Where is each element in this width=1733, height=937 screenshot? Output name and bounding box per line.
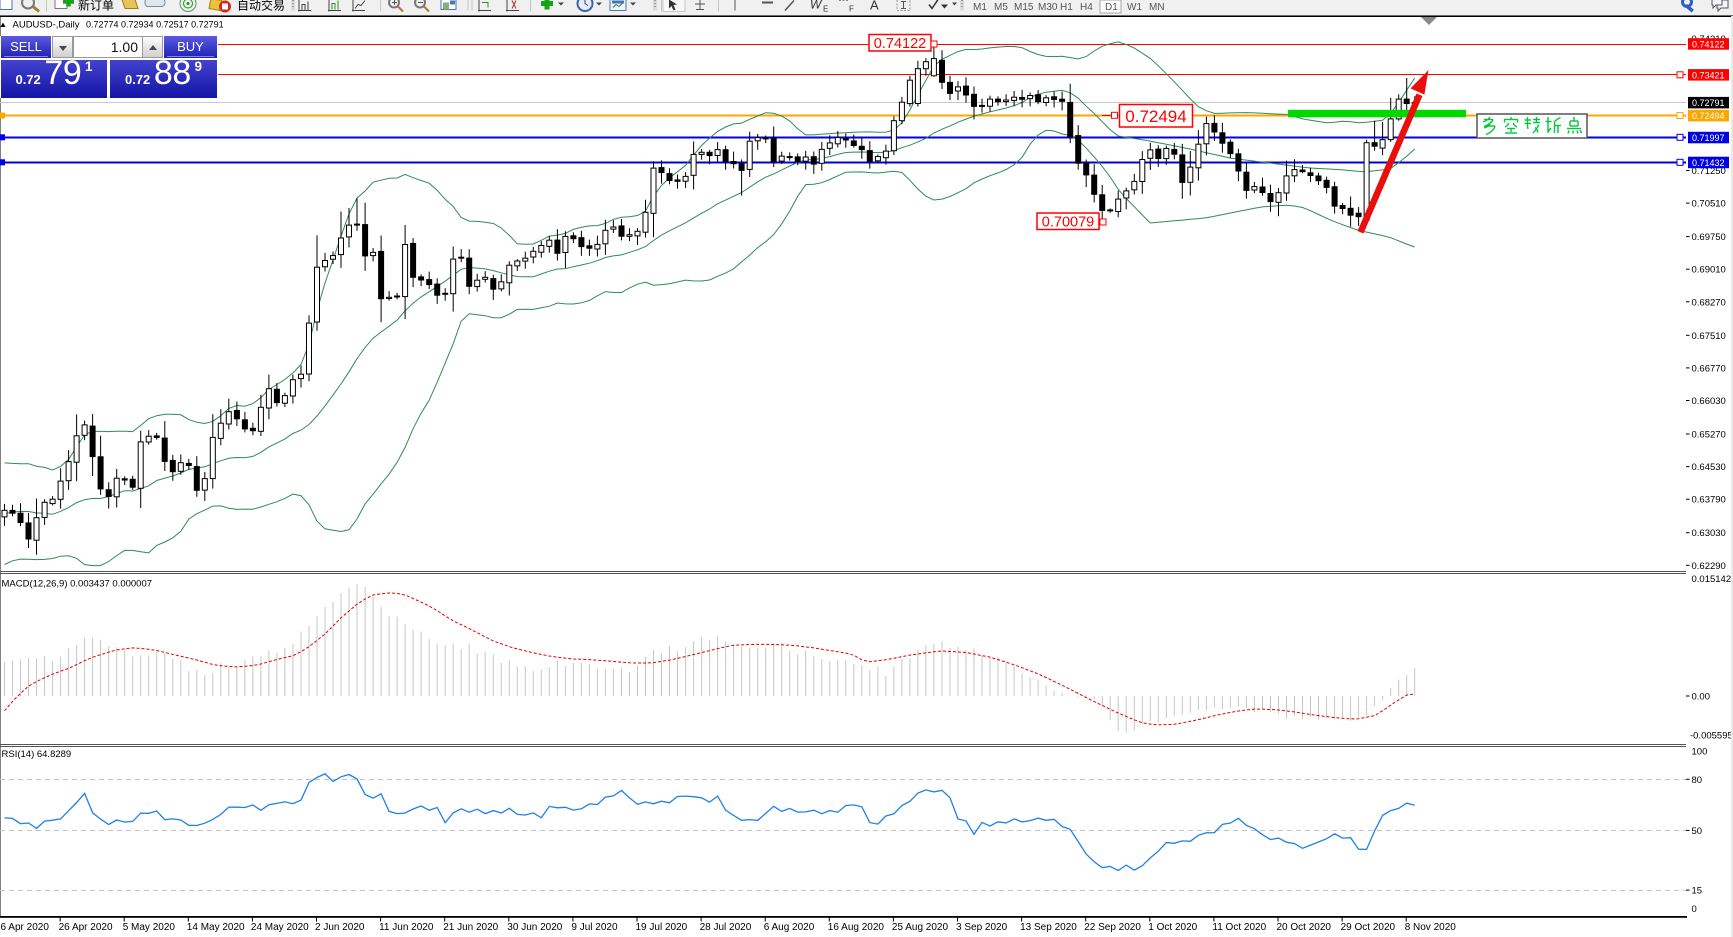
svg-text:M30: M30 (1038, 2, 1058, 13)
svg-text:50: 50 (1692, 826, 1703, 837)
svg-text:0.70079: 0.70079 (1042, 214, 1094, 230)
svg-text:0.00: 0.00 (1692, 692, 1711, 703)
svg-text:6 Apr 2020: 6 Apr 2020 (1, 922, 50, 933)
svg-text:0.68270: 0.68270 (1692, 297, 1726, 308)
svg-text:21 Jun 2020: 21 Jun 2020 (443, 922, 498, 933)
svg-text:H4: H4 (1080, 2, 1093, 13)
svg-text:11 Jun 2020: 11 Jun 2020 (379, 922, 434, 933)
svg-text:0: 0 (1692, 904, 1697, 915)
svg-text:0.72791: 0.72791 (1692, 98, 1725, 108)
svg-text:22 Sep 2020: 22 Sep 2020 (1084, 922, 1141, 933)
svg-text:0.74122: 0.74122 (1692, 40, 1725, 50)
svg-text:E: E (823, 5, 828, 14)
svg-text:1 Oct 2020: 1 Oct 2020 (1148, 922, 1197, 933)
svg-text:0.67510: 0.67510 (1692, 331, 1726, 342)
svg-text:0.71250: 0.71250 (1692, 166, 1726, 177)
svg-text:11 Oct 2020: 11 Oct 2020 (1212, 922, 1266, 933)
svg-text:5 May 2020: 5 May 2020 (123, 922, 176, 933)
svg-text:H1: H1 (1060, 2, 1073, 13)
svg-text:M1: M1 (973, 2, 987, 13)
svg-text:自动交易: 自动交易 (237, 0, 285, 13)
svg-text:24 May 2020: 24 May 2020 (251, 922, 309, 933)
svg-text:M5: M5 (994, 2, 1008, 13)
svg-text:15: 15 (1692, 886, 1703, 897)
svg-text:0.73421: 0.73421 (1692, 70, 1725, 80)
svg-text:0.63790: 0.63790 (1692, 495, 1726, 506)
svg-text:0.71432: 0.71432 (1692, 158, 1725, 168)
svg-text:0.66030: 0.66030 (1692, 396, 1726, 407)
svg-text:100: 100 (1692, 747, 1708, 758)
svg-text:0.64530: 0.64530 (1692, 462, 1726, 473)
svg-text:26 Apr 2020: 26 Apr 2020 (59, 922, 113, 933)
svg-text:D1: D1 (1105, 2, 1118, 13)
svg-text:20 Oct 2020: 20 Oct 2020 (1277, 922, 1332, 933)
svg-text:0.015142: 0.015142 (1692, 574, 1732, 585)
svg-text:0.72494: 0.72494 (1125, 107, 1186, 126)
svg-text:9 Jul 2020: 9 Jul 2020 (571, 922, 618, 933)
svg-text:MACD(12,26,9) 0.003437 0.00000: MACD(12,26,9) 0.003437 0.000007 (2, 579, 153, 590)
svg-text:8 Nov 2020: 8 Nov 2020 (1405, 922, 1457, 933)
svg-text:0.62290: 0.62290 (1692, 561, 1726, 572)
svg-text:0.74122: 0.74122 (874, 36, 926, 52)
svg-text:W: W (810, 0, 823, 12)
svg-text:MN: MN (1149, 2, 1165, 13)
svg-text:19 Jul 2020: 19 Jul 2020 (636, 922, 688, 933)
svg-text:0.69750: 0.69750 (1692, 232, 1726, 243)
svg-text:0.71997: 0.71997 (1692, 133, 1725, 143)
svg-text:0.65270: 0.65270 (1692, 430, 1726, 441)
svg-text:F: F (849, 5, 854, 14)
svg-text:25 Aug 2020: 25 Aug 2020 (892, 922, 949, 933)
svg-text:M15: M15 (1014, 2, 1034, 13)
svg-text:0.72494: 0.72494 (1692, 111, 1725, 121)
svg-text:0.70510: 0.70510 (1692, 199, 1726, 210)
svg-text:13 Sep 2020: 13 Sep 2020 (1020, 922, 1077, 933)
svg-text:新订单: 新订单 (78, 0, 114, 13)
svg-text:2 Jun 2020: 2 Jun 2020 (315, 922, 365, 933)
svg-text:6 Aug 2020: 6 Aug 2020 (764, 922, 815, 933)
svg-text:W1: W1 (1127, 2, 1142, 13)
svg-text:16 Aug 2020: 16 Aug 2020 (828, 922, 885, 933)
svg-text:30 Jun 2020: 30 Jun 2020 (507, 922, 562, 933)
svg-text:80: 80 (1692, 775, 1703, 786)
svg-text:RSI(14) 64.8289: RSI(14) 64.8289 (2, 749, 72, 760)
svg-text:0.63030: 0.63030 (1692, 528, 1726, 539)
svg-text:28 Jul 2020: 28 Jul 2020 (700, 922, 752, 933)
svg-text:3 Sep 2020: 3 Sep 2020 (956, 922, 1008, 933)
svg-text:0.66770: 0.66770 (1692, 363, 1726, 374)
svg-text:14 May 2020: 14 May 2020 (187, 922, 245, 933)
svg-text:0.69010: 0.69010 (1692, 265, 1726, 276)
svg-text:29 Oct 2020: 29 Oct 2020 (1341, 922, 1396, 933)
svg-text:-0.005595: -0.005595 (1690, 731, 1733, 742)
svg-text:A: A (870, 0, 879, 13)
